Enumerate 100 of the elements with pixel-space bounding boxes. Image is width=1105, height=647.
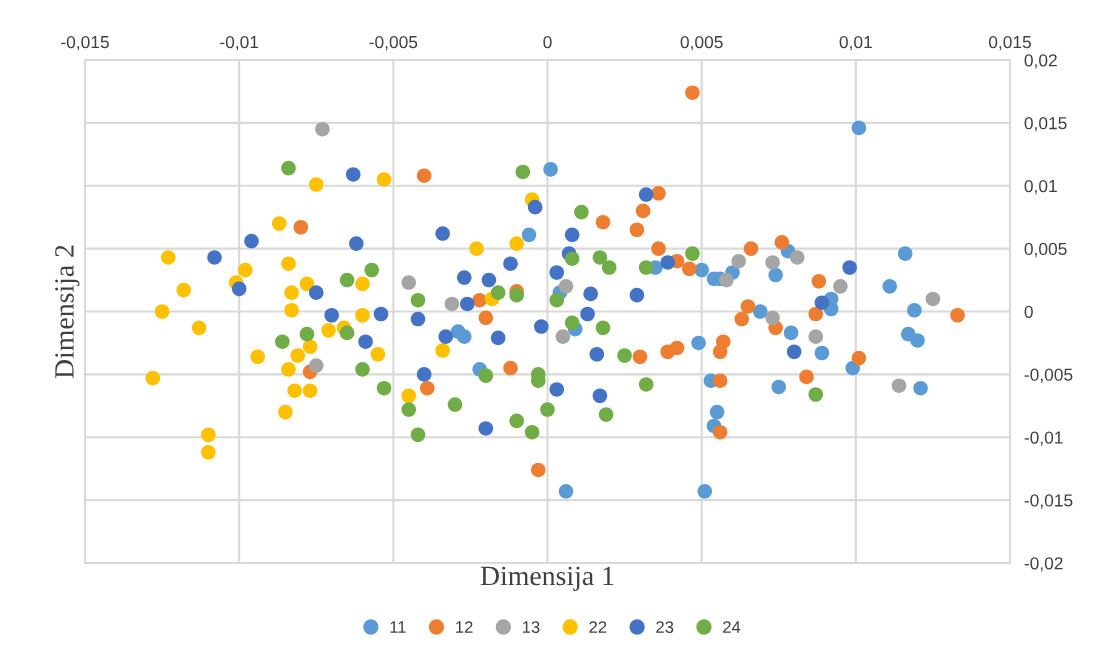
point — [540, 402, 555, 417]
point — [851, 120, 867, 136]
point — [315, 121, 330, 137]
point — [534, 319, 549, 334]
legend-label: 22 — [589, 621, 607, 633]
point — [882, 279, 898, 294]
x-tick-label: 0,01 — [839, 35, 872, 51]
point — [244, 233, 259, 249]
point — [376, 172, 392, 187]
point — [697, 484, 713, 499]
x-tick-label: -0,015 — [61, 35, 109, 51]
point — [685, 246, 700, 261]
point — [685, 85, 700, 100]
point — [401, 275, 417, 290]
point — [290, 348, 306, 363]
point — [435, 343, 450, 358]
x-tick-label: 0,015 — [988, 35, 1031, 51]
point — [287, 383, 302, 399]
point — [589, 346, 605, 362]
point — [444, 296, 460, 312]
point — [595, 320, 611, 336]
point — [731, 253, 746, 269]
point — [281, 256, 296, 271]
point — [564, 315, 580, 331]
point — [694, 262, 709, 278]
point — [201, 445, 216, 460]
point — [808, 387, 824, 402]
point — [811, 274, 827, 289]
point — [293, 219, 309, 235]
point — [275, 334, 290, 349]
legend-label: 24 — [723, 621, 741, 633]
point — [910, 333, 925, 348]
point — [355, 362, 370, 377]
point — [373, 306, 389, 322]
point — [851, 350, 867, 366]
point — [549, 292, 565, 308]
point — [302, 383, 318, 399]
point — [284, 285, 299, 300]
point — [891, 378, 907, 393]
y-axis-title: Dimensija 2 — [55, 245, 80, 379]
point — [345, 167, 361, 182]
point — [601, 260, 617, 275]
point — [543, 162, 558, 177]
x-tick-label: -0,01 — [220, 35, 259, 51]
point — [555, 329, 571, 344]
point — [907, 302, 922, 318]
point — [271, 216, 287, 231]
point — [549, 382, 565, 397]
point — [281, 160, 296, 176]
point — [765, 310, 780, 326]
point — [503, 256, 518, 271]
point — [154, 304, 170, 319]
point — [410, 427, 426, 443]
point — [752, 304, 768, 319]
point — [238, 262, 253, 278]
point — [515, 164, 531, 180]
point — [583, 286, 598, 302]
point — [281, 362, 296, 377]
point — [416, 367, 432, 382]
point — [478, 421, 494, 436]
point — [355, 276, 370, 292]
legend-label: 13 — [522, 621, 540, 633]
point — [509, 287, 524, 303]
point — [897, 246, 913, 261]
point — [629, 287, 645, 303]
point — [530, 462, 546, 478]
point — [808, 306, 824, 322]
point — [490, 285, 506, 300]
point — [231, 281, 247, 297]
point — [160, 250, 176, 265]
point — [481, 272, 497, 288]
point — [592, 250, 608, 265]
point — [447, 397, 463, 412]
point — [278, 404, 293, 420]
point — [478, 368, 494, 383]
point — [478, 310, 494, 326]
point — [207, 250, 222, 265]
point — [783, 325, 799, 341]
point — [299, 326, 315, 342]
point — [564, 251, 580, 266]
point — [734, 311, 750, 327]
point — [635, 203, 651, 219]
y-tick-label: -0,01 — [1024, 431, 1063, 446]
point — [469, 241, 484, 256]
point — [638, 187, 654, 202]
point — [527, 199, 543, 215]
x-tick-label: -0,005 — [369, 35, 418, 51]
point — [376, 380, 392, 396]
point — [719, 272, 734, 288]
point — [509, 413, 524, 429]
point — [814, 345, 830, 361]
point — [302, 339, 318, 354]
point — [521, 227, 537, 243]
point — [580, 306, 595, 322]
point — [632, 349, 648, 365]
y-tick-label: 0,005 — [1024, 242, 1067, 258]
point — [401, 388, 417, 404]
point — [299, 276, 315, 292]
point — [370, 346, 386, 362]
y-tick-label: -0,02 — [1024, 557, 1063, 572]
